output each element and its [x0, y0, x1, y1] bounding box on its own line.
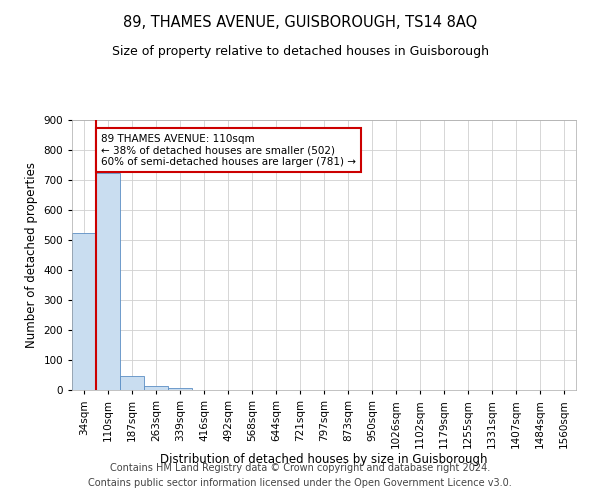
Text: Size of property relative to detached houses in Guisborough: Size of property relative to detached ho…: [112, 45, 488, 58]
Bar: [168, 388, 192, 390]
Text: 89, THAMES AVENUE, GUISBOROUGH, TS14 8AQ: 89, THAMES AVENUE, GUISBOROUGH, TS14 8AQ: [123, 15, 477, 30]
Text: 89 THAMES AVENUE: 110sqm
← 38% of detached houses are smaller (502)
60% of semi-: 89 THAMES AVENUE: 110sqm ← 38% of detach…: [101, 134, 356, 166]
Bar: [72, 232, 96, 390]
Bar: [120, 376, 144, 390]
Bar: [144, 386, 168, 390]
Text: Contains HM Land Registry data © Crown copyright and database right 2024.
Contai: Contains HM Land Registry data © Crown c…: [88, 462, 512, 487]
X-axis label: Distribution of detached houses by size in Guisborough: Distribution of detached houses by size …: [160, 454, 488, 466]
Y-axis label: Number of detached properties: Number of detached properties: [25, 162, 38, 348]
Bar: [96, 172, 120, 390]
